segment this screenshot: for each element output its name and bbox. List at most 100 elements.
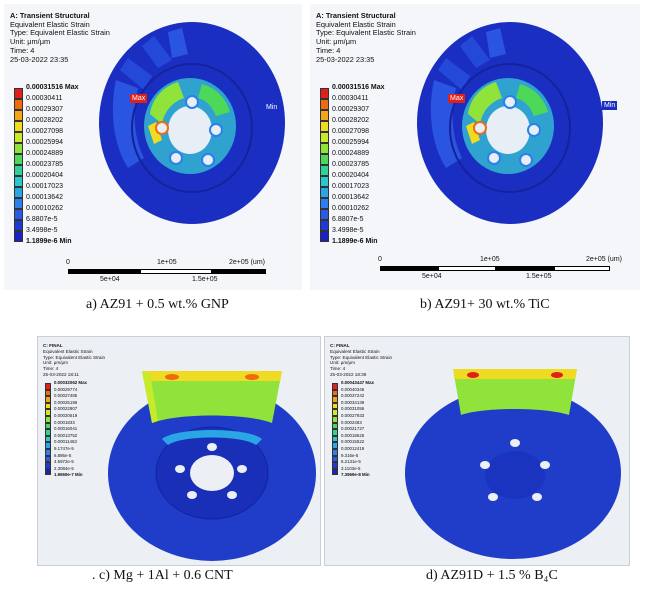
legend-label: 0.00017023: [332, 183, 369, 190]
max-label: Max: [132, 95, 146, 102]
legend-label: 0.00018625: [341, 432, 365, 438]
legend-swatch: [320, 121, 329, 132]
legend-label: 0.00027933: [341, 413, 365, 418]
legend-label: 0.00029307: [26, 106, 63, 113]
max-marker: Max: [130, 94, 148, 103]
legend-swatch: [332, 429, 338, 436]
legend-swatch: [332, 416, 338, 423]
result-line: Type: Equivalent Elastic Strain: [43, 354, 106, 360]
scale-tick: 1e+05: [480, 256, 500, 263]
legend-swatch: [332, 402, 338, 410]
max-marker: Max: [448, 94, 466, 103]
legend-swatch: [14, 198, 23, 209]
legend-swatch: [320, 220, 329, 231]
legend-swatch: [14, 99, 23, 110]
legend-swatch: [320, 176, 329, 187]
legend-label: 0.00020404: [332, 172, 369, 179]
legend-swatch: [320, 132, 329, 143]
legend-label: 0.0001833: [54, 419, 75, 425]
legend-label: 0.00027098: [332, 128, 369, 135]
legend-label: 6.8807e-5: [332, 216, 364, 223]
legend-swatch: [320, 143, 329, 154]
result-line: Time: 4: [10, 45, 35, 55]
legend-label: 0.00016041: [54, 426, 78, 432]
legend-swatch: [320, 231, 329, 242]
legend-label: 0.00013642: [26, 194, 63, 201]
result-line: Type: Equivalent Elastic Strain: [10, 28, 110, 38]
legend-label: 0.00034139: [341, 399, 365, 405]
result-title: C: FINAL: [330, 343, 350, 348]
result-line: Time: 4: [330, 366, 346, 372]
result-header: C: FINAL Equivalent Elastic Strain Type:…: [330, 343, 392, 378]
legend-swatch: [320, 165, 329, 176]
result-line: Equivalent Elastic Strain: [43, 348, 93, 354]
legend-swatch: [45, 396, 51, 403]
legend-swatch: [14, 154, 23, 165]
legend-label: 4.5972e-5: [54, 459, 74, 465]
legend-label: 0.00025994: [26, 139, 63, 146]
legend-swatch: [332, 435, 338, 443]
legend-label: 0.00027485: [54, 393, 78, 399]
figure-caption: d) AZ91D + 1.5 % B₄C: [426, 568, 558, 583]
figure-caption: . c) Mg + 1Al + 0.6 CNT: [92, 568, 233, 583]
legend-swatch: [45, 462, 51, 469]
legend-swatch: [332, 389, 338, 397]
legend-label: 3.4998e-5: [332, 227, 364, 234]
legend-swatch: [14, 121, 23, 132]
legend-label: 0.00027098: [26, 128, 63, 135]
legend-label: 6.8807e-5: [26, 216, 58, 223]
legend-label: 0.00030411: [332, 95, 369, 102]
legend-swatch: [14, 176, 23, 187]
result-line: Unit: μm/μm: [330, 360, 355, 366]
result-line: Unit: μm/μm: [316, 37, 357, 47]
legend-swatch: [332, 449, 338, 456]
legend-swatch: [320, 99, 329, 110]
legend-swatch: [332, 409, 338, 416]
result-line: 25-03-2022 23:35: [316, 54, 375, 64]
scale-bar: 0 1e+05 2e+05 (um) 5e+04 1.5e+05: [64, 259, 274, 287]
legend-label: 3.1103e-5: [341, 465, 361, 471]
legend-label: 1.1899e-6 Min: [26, 238, 72, 245]
result-title: A: Transient Structural: [316, 11, 396, 20]
legend-label: 6.2131e-5: [341, 459, 361, 465]
legend-label: 6.886e-5: [54, 452, 72, 458]
legend-swatch: [45, 402, 51, 410]
legend-label: 9.1747e-5: [54, 446, 74, 451]
legend-label: 0.00020619: [54, 413, 78, 418]
result-line: Equivalent Elastic Strain: [10, 19, 90, 29]
legend-swatch: [45, 435, 51, 443]
legend-label: 0.00029774: [54, 386, 78, 392]
legend-swatch: [14, 143, 23, 154]
legend-label: 0.00011463: [54, 439, 77, 445]
result-line: Type: Equivalent Elastic Strain: [316, 28, 416, 38]
scale-tick: 1.5e+05: [526, 273, 552, 280]
legend-label: 0.00043447 Max: [341, 380, 374, 385]
legend-swatch: [14, 220, 23, 231]
legend-label: 0.00025994: [332, 139, 369, 146]
legend-label: 0.00028202: [26, 117, 63, 124]
legend-label: 0.0002483: [341, 419, 362, 425]
legend-swatch: [14, 209, 23, 220]
scale-tick: 0: [66, 259, 70, 266]
brake-disc-render: [108, 371, 316, 561]
legend-swatch: [332, 442, 338, 449]
legend-label: 2.3084e-5: [54, 465, 74, 471]
legend-label: 0.00032062 Max: [54, 380, 87, 385]
legend-label: 0.00029307: [332, 106, 369, 113]
legend-swatch: [332, 422, 338, 430]
legend-label: 0.00021727: [341, 426, 365, 432]
scale-tick: 1.5e+05: [192, 276, 218, 283]
legend-label: 1.9659e-7 Min: [54, 472, 83, 478]
legend-swatch: [332, 468, 338, 476]
legend-swatch: [14, 132, 23, 143]
legend-label: 0.00013752: [54, 432, 78, 438]
scale-tick: 5e+04: [100, 276, 120, 283]
legend-swatch: [45, 389, 51, 397]
legend-label: 0.00030411: [26, 95, 63, 102]
result-line: Unit: μm/μm: [43, 360, 68, 366]
legend-label: 0.00037242: [341, 393, 365, 399]
legend-label: 0.00031056: [341, 406, 365, 412]
legend-label: 0.00028202: [332, 117, 369, 124]
legend-swatch: [14, 231, 23, 242]
legend-swatch: [332, 396, 338, 403]
